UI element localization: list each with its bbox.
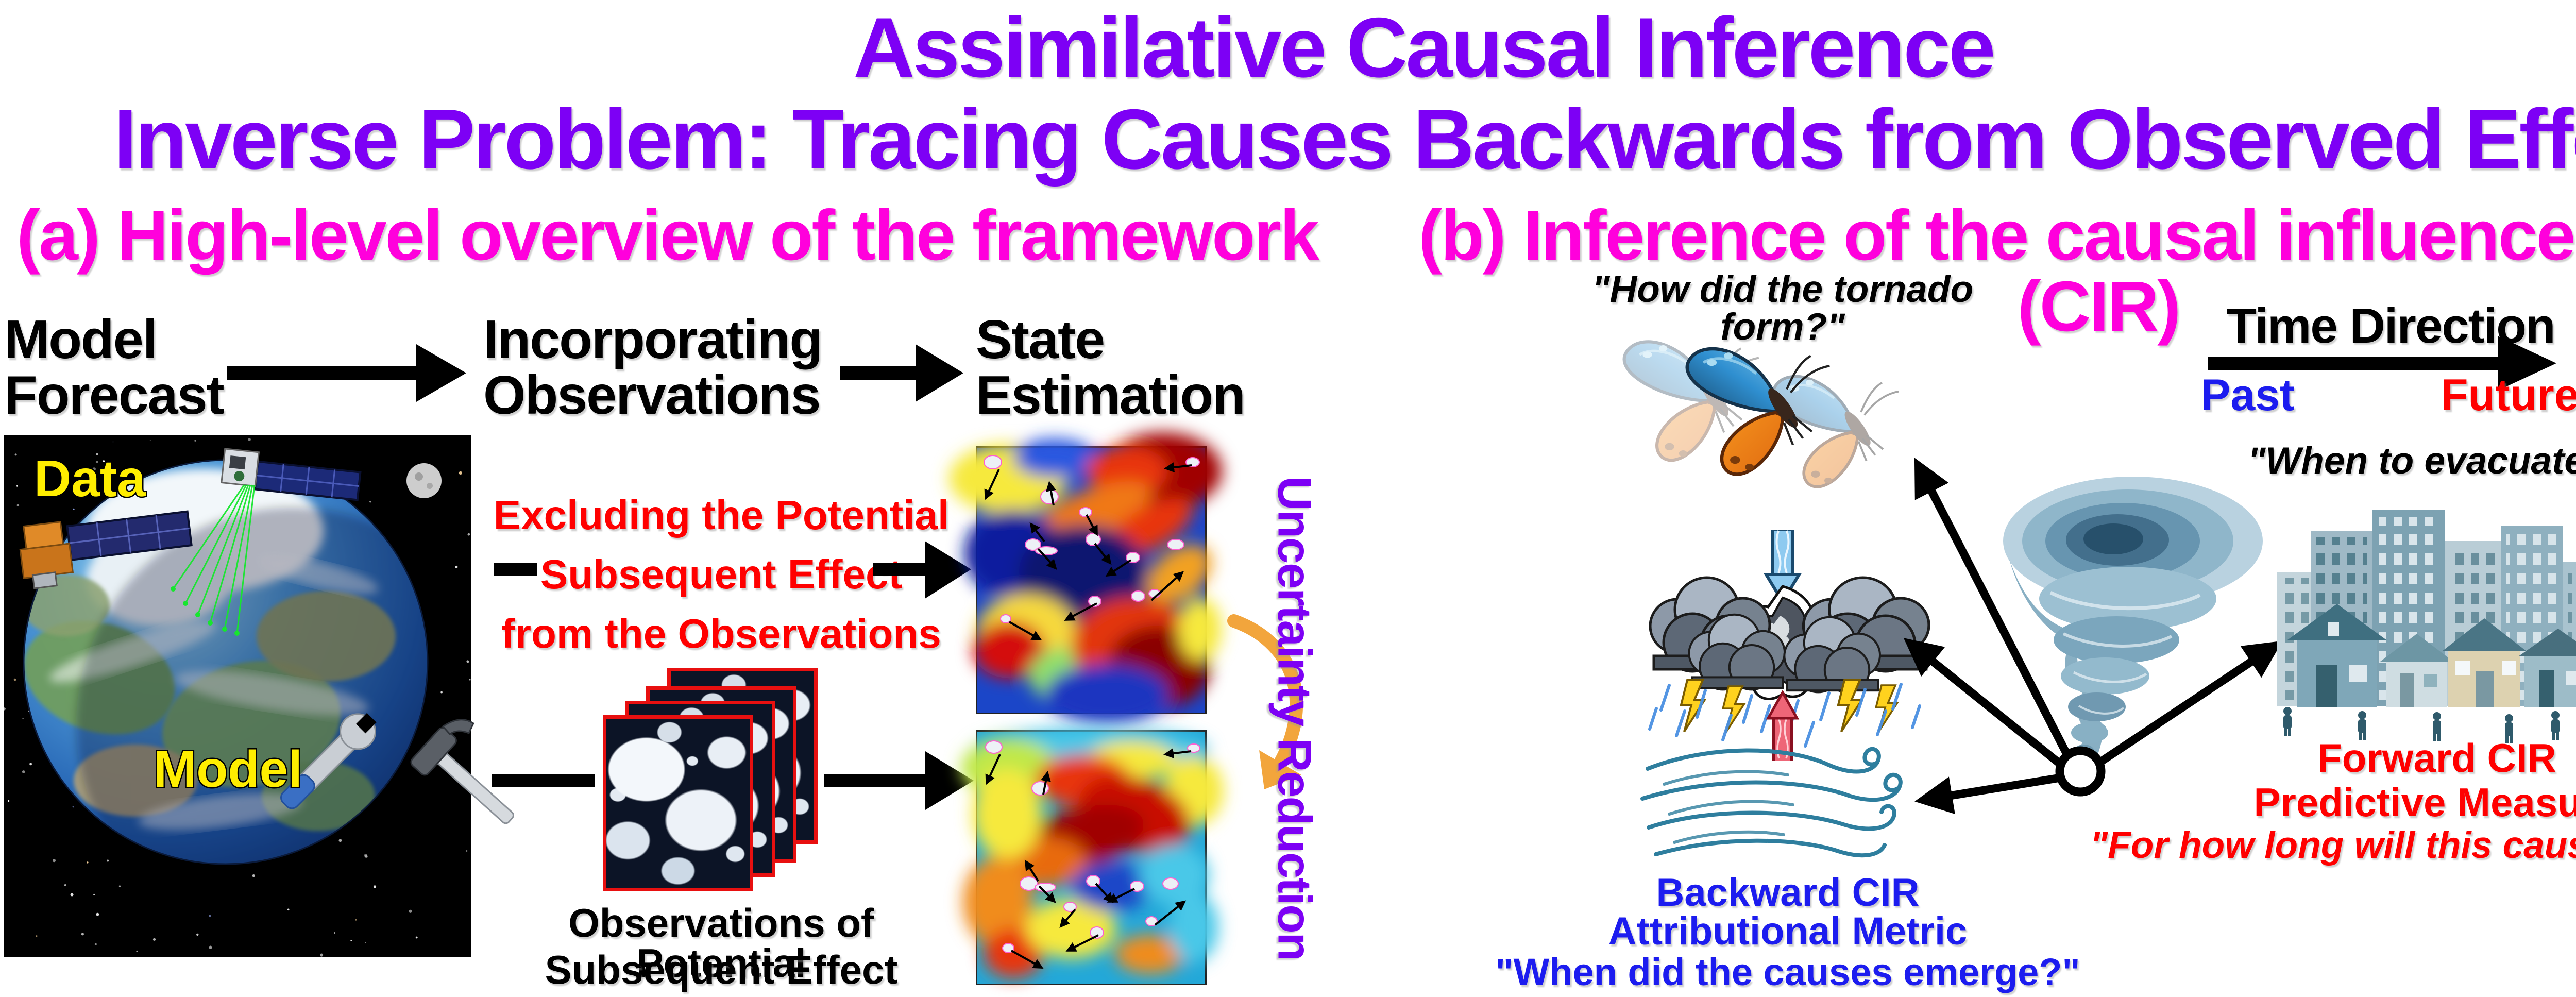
flow-step3-line2: Estimation	[976, 365, 1246, 426]
satellite-icon	[221, 448, 362, 501]
tools-icon	[280, 713, 514, 824]
observations-caption-line1: Observations of Potential	[568, 900, 874, 986]
satellite-scan-beams	[172, 484, 256, 634]
drift-arrows	[985, 748, 1192, 969]
exclusion-note-line2: Subsequent Effect	[540, 551, 903, 597]
earth-globe	[23, 459, 429, 865]
wind-icon	[1640, 747, 1903, 858]
flow-step2-line2: Observations	[483, 365, 821, 426]
ice-floes	[984, 455, 1200, 623]
drift-arrows	[984, 462, 1192, 640]
exclusion-arrow	[873, 541, 971, 599]
forward-cir-question: "For how long will this cause persist?"	[2090, 824, 2576, 866]
flow-arrows	[227, 344, 963, 402]
exclusion-note-line3: from the Observations	[501, 611, 941, 656]
panel-a-header: (a) High-level overview of the framework	[16, 196, 1319, 275]
arrow-to-city	[2098, 640, 2283, 765]
exclusion-note-line1: Excluding the Potential	[493, 492, 950, 538]
minus-dash-icon	[494, 563, 537, 576]
forward-cir-line1: Forward CIR	[2317, 735, 2556, 781]
house-3	[2442, 618, 2527, 707]
house-2	[2380, 634, 2453, 707]
earth-data-label: Data	[34, 450, 146, 508]
flow-step1-line2: Forecast	[4, 365, 225, 426]
earth-data-model-illustration: Data Model	[3, 435, 514, 957]
flow-step2-line1: Incorporating	[483, 309, 823, 370]
backward-cir-question: "When did the causes emerge?"	[1495, 951, 2080, 993]
flow-step-incorporating-observations: Incorporating Observations	[483, 309, 823, 426]
scan-footprints	[171, 586, 240, 636]
flow-step1-line1: Model	[4, 309, 158, 370]
time-past-label: Past	[2201, 370, 2295, 420]
cir-origin-circle	[2055, 746, 2106, 797]
state-map-prior	[949, 432, 1222, 724]
panel-b-header: (b) Inference of the causal influence ra…	[1418, 196, 2576, 346]
uncertainty-reduction-arrow	[1227, 614, 1303, 789]
state-map-posterior	[961, 728, 1224, 985]
main-title-line2: Inverse Problem: Tracing Causes Backward…	[113, 92, 2576, 187]
moon-icon	[406, 463, 442, 498]
arrow-to-storm	[1903, 638, 2063, 767]
cir-arrows	[1903, 458, 2283, 815]
flow-step3-line1: State	[976, 309, 1105, 370]
flow-step-model-forecast: Model Forecast	[4, 309, 225, 426]
observations-caption-line2: Subsequent Effect	[545, 947, 898, 992]
arrow-to-butterfly	[1914, 458, 2072, 758]
tornado-icon	[2003, 477, 2263, 774]
flow-step-state-estimation: State Estimation	[976, 309, 1246, 426]
arrow-to-wind	[1914, 774, 2060, 815]
uncertainty-reduction-label: Uncertainty Reduction	[1268, 476, 1321, 960]
forward-cir-line2: Predictive Measure	[2253, 780, 2576, 825]
time-direction-arrow	[2208, 336, 2556, 391]
sea-ice-frame-1	[603, 715, 753, 891]
time-future-label: Future	[2441, 370, 2576, 420]
main-title-line1: Assimilative Causal Inference	[853, 0, 1995, 95]
evacuate-question: "When to evacuate?"	[2247, 440, 2576, 482]
city-icon	[2277, 510, 2576, 743]
observation-flow-arrows	[492, 751, 974, 810]
backward-cir-line1: Backward CIR	[1656, 871, 1920, 915]
house-4	[2518, 629, 2576, 707]
tornado-question: "How did the tornado form?"	[1591, 268, 1974, 348]
earth-model-label: Model	[154, 740, 302, 798]
backward-cir-line2: Attributional Metric	[1608, 909, 1968, 953]
satellite-2-icon	[19, 510, 193, 589]
house-1	[2287, 604, 2386, 707]
